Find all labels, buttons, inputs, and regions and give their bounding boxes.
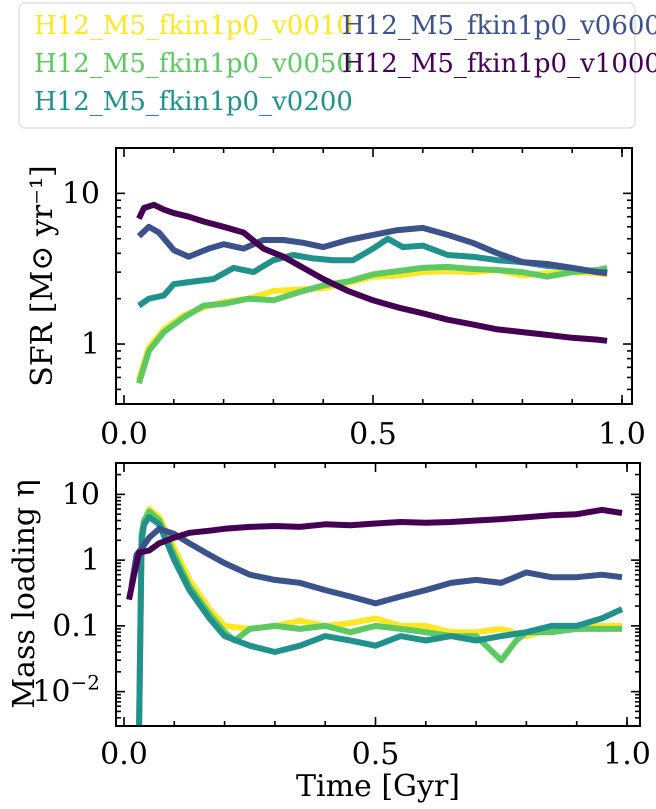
- sfr-y-axis-label: SFR [M⊙ yr⁻¹]: [25, 165, 60, 386]
- mass-loading-series-v1000: [126, 506, 623, 601]
- sfr-series-lines: [136, 201, 608, 385]
- legend-entry-v0050: H12_M5_fkin1p0_v0050: [34, 49, 353, 79]
- mass-loading-series-v0600: [128, 525, 623, 607]
- sfr-panel: 0.0 0.5 1.0 1 10 SFR [M⊙ yr⁻¹]: [25, 147, 646, 452]
- y-tick-label: 1: [81, 543, 100, 578]
- x-tick-label: 0.5: [352, 737, 400, 772]
- legend-entry-v1000: H12_M5_fkin1p0_v1000: [342, 49, 656, 79]
- legend-entry-v0600: H12_M5_fkin1p0_v0600: [342, 11, 656, 41]
- y-tick-label: 10: [62, 477, 100, 512]
- mass-loading-panel: 0.0 0.5 1.0 10−2 0.1 1 10 Mass loading η Time …: [7, 462, 651, 804]
- x-tick-label: 1.0: [598, 417, 646, 452]
- legend-entry-v0010: H12_M5_fkin1p0_v0010: [34, 11, 353, 41]
- sfr-series-v0010: [136, 267, 608, 381]
- sfr-axis-ticks: 0.0 0.5 1.0 1 10: [62, 148, 646, 452]
- x-tick-label: 1.0: [603, 737, 651, 772]
- sfr-series-v0050: [136, 263, 608, 385]
- y-tick-label: 0.1: [52, 609, 100, 644]
- time-x-axis-label: Time [Gyr]: [296, 769, 460, 804]
- mass-loading-series-lines: [126, 506, 624, 727]
- y-tick-label: 1: [81, 327, 100, 362]
- x-tick-label: 0.0: [100, 417, 148, 452]
- mass-loading-plot-frame: [115, 462, 641, 727]
- x-tick-label: 0.5: [349, 417, 397, 452]
- legend: H12_M5_fkin1p0_v0010 H12_M5_fkin1p0_v060…: [18, 2, 656, 129]
- sfr-series-v1000: [136, 201, 608, 344]
- y-tick-label: 10−2: [32, 671, 100, 710]
- y-tick-label: 10: [62, 176, 100, 211]
- mass-loading-y-axis-label: Mass loading η: [7, 479, 42, 708]
- mass-loading-series-v0200: [136, 514, 624, 727]
- x-tick-label: 0.0: [100, 737, 148, 772]
- sfr-plot-frame: [115, 147, 633, 405]
- legend-entry-v0200: H12_M5_fkin1p0_v0200: [34, 87, 353, 117]
- legend-frame: [18, 2, 636, 129]
- sfr-series-v0600: [136, 223, 608, 277]
